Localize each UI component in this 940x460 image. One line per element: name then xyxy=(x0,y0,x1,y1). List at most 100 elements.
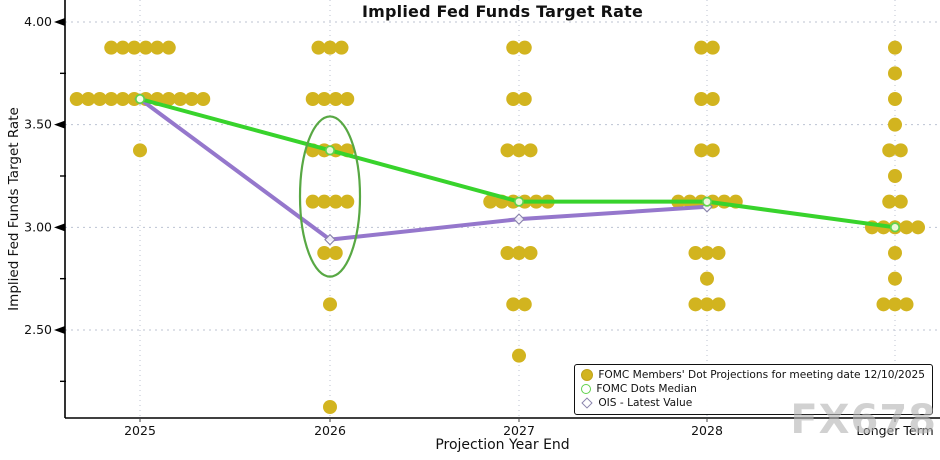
legend-label: OIS - Latest Value xyxy=(598,397,693,409)
member-dot xyxy=(317,245,332,260)
legend-item-ois: OIS - Latest Value xyxy=(581,396,925,410)
member-dot xyxy=(876,297,891,312)
member-dot xyxy=(888,168,902,183)
member-dot xyxy=(305,194,320,209)
member-dot xyxy=(700,245,714,260)
member-dot xyxy=(92,91,107,106)
x-axis-label: Projection Year End xyxy=(435,437,570,453)
member-dot xyxy=(69,91,84,106)
median-marker xyxy=(134,93,146,105)
x-tick-label: Longer Term xyxy=(856,423,933,438)
member-dot xyxy=(328,194,343,209)
member-dot xyxy=(115,91,130,106)
member-dot xyxy=(104,91,119,106)
member-dot xyxy=(882,194,897,209)
member-dot xyxy=(150,40,165,55)
ois-line xyxy=(138,96,709,242)
legend-label: FOMC Members' Dot Projections for meetin… xyxy=(598,369,925,381)
dots-median-marker-icon xyxy=(581,384,592,394)
member-dot xyxy=(517,297,532,312)
member-dot xyxy=(323,40,337,55)
member-dot xyxy=(705,40,720,55)
member-dot xyxy=(888,40,902,55)
member-dot xyxy=(81,91,96,106)
member-dot xyxy=(705,91,720,106)
member-dot xyxy=(115,40,130,55)
member-dot xyxy=(688,297,703,312)
member-dot xyxy=(711,245,726,260)
y-tick-arrow xyxy=(54,325,65,334)
member-dot xyxy=(317,194,332,209)
x-tick-label: 2025 xyxy=(124,423,156,438)
member-dot xyxy=(899,297,914,312)
member-dot xyxy=(888,271,902,286)
member-dot xyxy=(311,40,326,55)
member-dot xyxy=(512,143,526,158)
member-dot xyxy=(173,91,188,106)
member-dot xyxy=(517,40,532,55)
member-dot xyxy=(688,245,703,260)
member-dot xyxy=(512,245,526,260)
watermark: FX678 xyxy=(790,397,937,443)
ois-marker xyxy=(324,233,336,246)
member-dot xyxy=(694,40,709,55)
median-line xyxy=(138,96,897,230)
member-dot xyxy=(512,348,526,363)
member-dot xyxy=(506,297,521,312)
x-tick-label: 2026 xyxy=(314,423,346,438)
x-tick-label: 2027 xyxy=(503,423,535,438)
member-dot xyxy=(161,40,176,55)
x-tick-label: 2028 xyxy=(691,423,723,438)
dot-projections-marker-icon xyxy=(581,369,594,381)
member-dot xyxy=(104,40,119,55)
median-marker xyxy=(324,145,336,156)
member-dot xyxy=(888,91,902,106)
member-dot xyxy=(334,40,349,55)
member-dot xyxy=(888,297,902,312)
member-dot xyxy=(340,194,355,209)
member-dot xyxy=(888,117,902,132)
member-dot xyxy=(138,40,153,55)
y-tick-label: 2.50 xyxy=(24,322,52,337)
member-dot xyxy=(340,91,355,106)
y-tick-arrow xyxy=(54,18,65,26)
member-dot xyxy=(506,40,521,55)
median-marker xyxy=(889,222,901,233)
y-tick-label: 4.00 xyxy=(24,14,52,29)
member-dot xyxy=(500,245,515,260)
member-dot xyxy=(705,143,720,158)
member-dot xyxy=(888,245,902,260)
member-dot xyxy=(893,194,908,209)
y-axis-label: Implied Fed Funds Target Rate xyxy=(6,107,22,311)
member-dot xyxy=(700,271,714,286)
member-dot xyxy=(506,91,521,106)
member-dot xyxy=(694,143,709,158)
y-tick-arrow xyxy=(54,223,65,232)
member-dot xyxy=(196,91,211,106)
member-dot xyxy=(323,399,337,414)
member-dot xyxy=(523,143,538,158)
legend-item-dot-projections: FOMC Members' Dot Projections for meetin… xyxy=(581,368,925,382)
ois-marker-icon xyxy=(581,397,594,409)
y-tick-label: 3.00 xyxy=(24,219,52,234)
member-dot xyxy=(305,91,320,106)
legend: FOMC Members' Dot Projections for meetin… xyxy=(574,364,933,415)
annotation-ellipse xyxy=(298,115,362,278)
member-dot xyxy=(893,143,908,158)
member-dot xyxy=(888,66,902,81)
member-dot xyxy=(500,143,515,158)
member-dot xyxy=(317,91,332,106)
member-dot xyxy=(127,40,142,55)
member-dot xyxy=(133,143,147,158)
legend-item-dots-median: FOMC Dots Median xyxy=(581,382,925,396)
member-dot xyxy=(882,143,897,158)
member-dot xyxy=(523,245,538,260)
chart-title: Implied Fed Funds Target Rate xyxy=(361,2,644,21)
member-dot xyxy=(161,91,176,106)
median-marker xyxy=(513,196,525,207)
member-dot xyxy=(899,220,914,235)
y-tick-arrow xyxy=(54,120,65,129)
member-dot xyxy=(184,91,199,106)
